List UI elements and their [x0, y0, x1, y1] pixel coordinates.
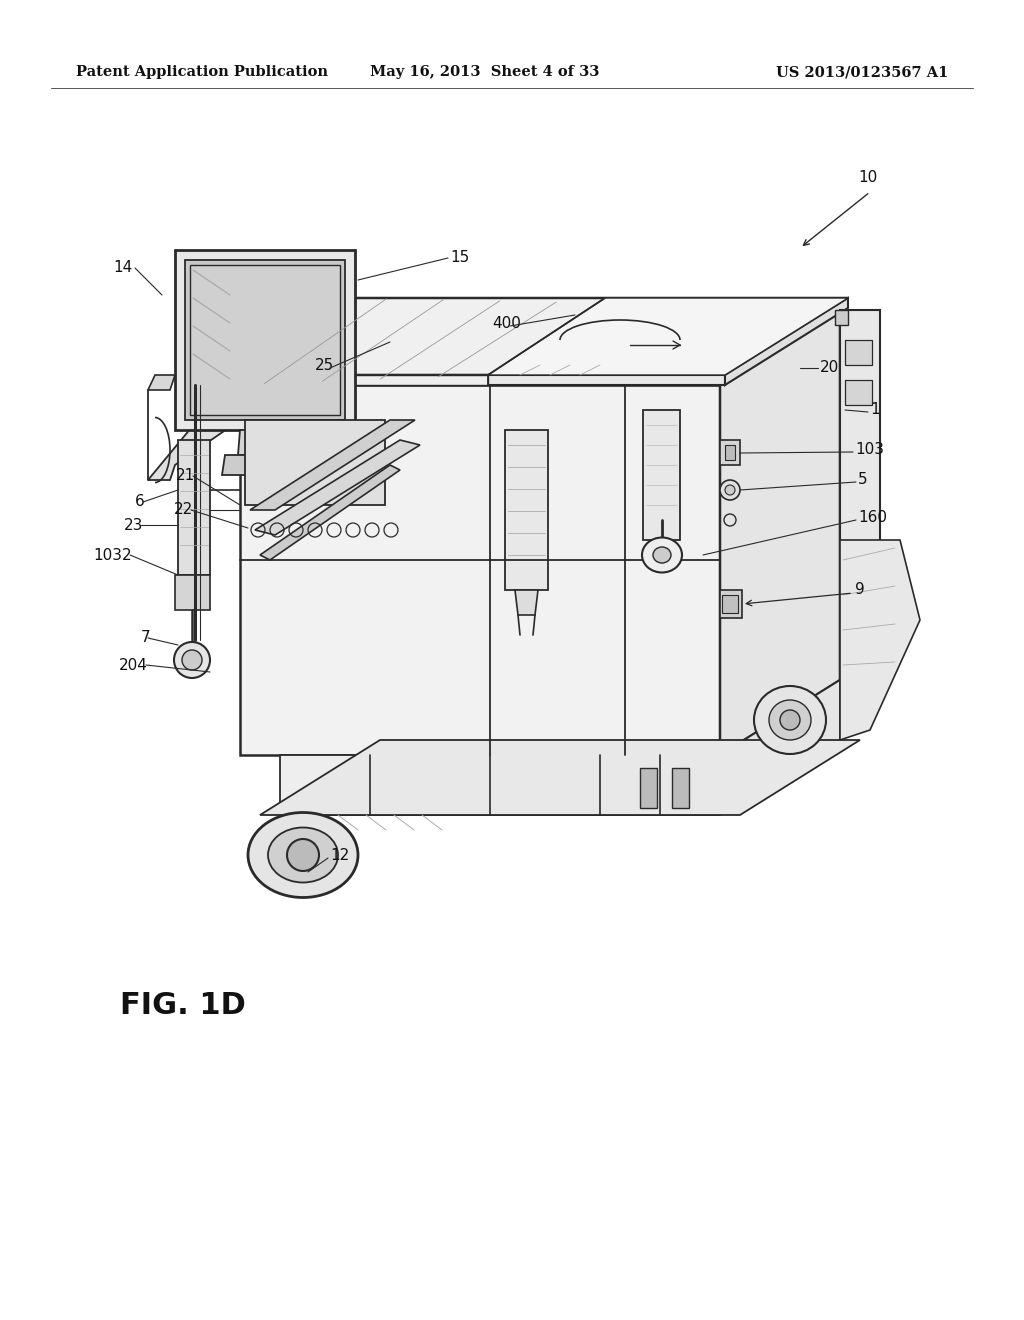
Polygon shape	[240, 310, 840, 385]
Polygon shape	[845, 341, 872, 366]
Circle shape	[725, 484, 735, 495]
Text: 6: 6	[135, 495, 145, 510]
Polygon shape	[175, 249, 355, 430]
Text: 23: 23	[124, 517, 143, 532]
Polygon shape	[225, 375, 488, 385]
Text: 160: 160	[858, 511, 887, 525]
Text: 14: 14	[114, 260, 133, 276]
Ellipse shape	[268, 828, 338, 883]
Text: 12: 12	[330, 847, 349, 862]
Polygon shape	[835, 310, 848, 325]
Polygon shape	[255, 440, 420, 535]
Text: 21: 21	[176, 469, 195, 483]
Polygon shape	[488, 298, 848, 375]
Polygon shape	[260, 741, 860, 814]
Polygon shape	[643, 411, 680, 540]
Polygon shape	[222, 455, 298, 475]
Text: 5: 5	[858, 473, 867, 487]
Circle shape	[174, 642, 210, 678]
Polygon shape	[845, 380, 872, 405]
Polygon shape	[240, 385, 720, 755]
Polygon shape	[178, 440, 210, 576]
Polygon shape	[840, 310, 880, 680]
Polygon shape	[840, 540, 920, 741]
Polygon shape	[185, 260, 345, 420]
Text: 15: 15	[450, 251, 469, 265]
Polygon shape	[720, 680, 840, 814]
Text: May 16, 2013  Sheet 4 of 33: May 16, 2013 Sheet 4 of 33	[370, 65, 599, 79]
Polygon shape	[280, 755, 720, 814]
Polygon shape	[725, 298, 848, 385]
Text: US 2013/0123567 A1: US 2013/0123567 A1	[775, 65, 948, 79]
Circle shape	[720, 480, 740, 500]
Text: 204: 204	[119, 657, 148, 672]
Polygon shape	[720, 440, 740, 465]
Text: 10: 10	[858, 170, 878, 186]
Polygon shape	[175, 576, 210, 610]
Polygon shape	[720, 310, 840, 755]
Ellipse shape	[653, 546, 671, 564]
Ellipse shape	[248, 813, 358, 898]
Ellipse shape	[754, 686, 826, 754]
Polygon shape	[725, 445, 735, 459]
Polygon shape	[190, 265, 340, 414]
Circle shape	[182, 649, 202, 671]
Polygon shape	[245, 420, 385, 506]
Polygon shape	[148, 389, 240, 480]
Polygon shape	[250, 420, 415, 510]
Text: 1032: 1032	[93, 548, 132, 562]
Polygon shape	[672, 768, 689, 808]
Ellipse shape	[642, 537, 682, 573]
Polygon shape	[260, 465, 400, 560]
Polygon shape	[505, 430, 548, 590]
Polygon shape	[515, 590, 538, 615]
Text: 22: 22	[174, 503, 193, 517]
Text: Patent Application Publication: Patent Application Publication	[76, 65, 328, 79]
Text: 1: 1	[870, 403, 880, 417]
Circle shape	[780, 710, 800, 730]
Text: 9: 9	[855, 582, 864, 598]
Text: 103: 103	[855, 442, 884, 458]
Ellipse shape	[769, 700, 811, 741]
Polygon shape	[225, 298, 848, 375]
Circle shape	[287, 840, 319, 871]
Text: 400: 400	[492, 315, 521, 330]
Polygon shape	[225, 375, 725, 385]
Polygon shape	[640, 768, 657, 808]
Text: 7: 7	[140, 631, 150, 645]
Text: 20: 20	[820, 360, 840, 375]
Polygon shape	[722, 595, 738, 612]
Polygon shape	[148, 375, 175, 389]
Text: 25: 25	[315, 358, 334, 372]
Text: FIG. 1D: FIG. 1D	[120, 990, 246, 1019]
Polygon shape	[720, 590, 742, 618]
Polygon shape	[238, 430, 282, 455]
